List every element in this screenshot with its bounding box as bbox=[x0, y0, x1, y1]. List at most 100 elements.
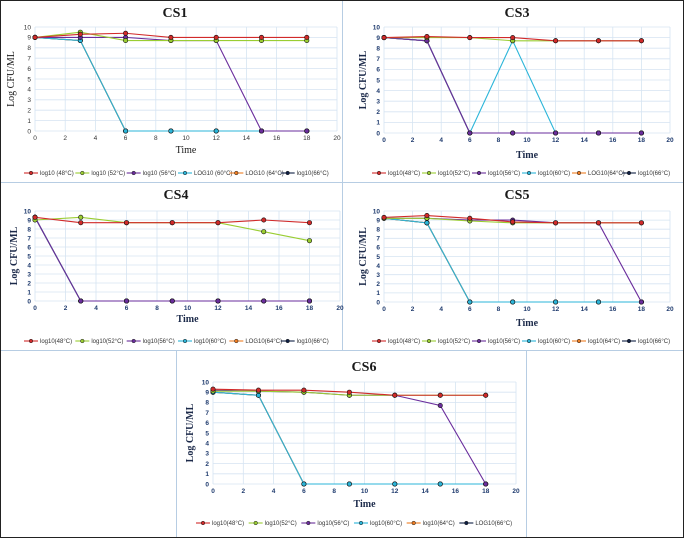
legend-swatch-marker bbox=[182, 338, 188, 344]
data-point bbox=[483, 392, 489, 398]
x-axis-label: Time bbox=[516, 318, 539, 329]
data-point bbox=[510, 299, 516, 305]
series-t56 bbox=[381, 35, 644, 136]
x-tick-label: 4 bbox=[94, 135, 98, 142]
x-axis-label: Time bbox=[176, 145, 197, 156]
x-tick-label: 12 bbox=[552, 137, 560, 144]
legend-swatch-marker bbox=[358, 520, 364, 526]
y-tick-label: 10 bbox=[24, 24, 32, 31]
series-line bbox=[212, 391, 486, 485]
y-tick-label: 2 bbox=[376, 281, 380, 288]
y-tick-label: 8 bbox=[376, 46, 380, 53]
legend-swatch-marker bbox=[28, 170, 34, 176]
legend-label: log10(56°C) bbox=[488, 171, 520, 177]
data-point bbox=[77, 31, 83, 37]
x-tick-label: 18 bbox=[638, 306, 646, 313]
data-point bbox=[483, 481, 489, 487]
legend-swatch-marker bbox=[576, 338, 582, 344]
data-point bbox=[510, 130, 516, 136]
x-axis-label: Time bbox=[353, 499, 376, 510]
x-tick-label: 4 bbox=[439, 306, 443, 313]
data-point bbox=[381, 214, 387, 220]
x-tick-label: 6 bbox=[125, 305, 129, 312]
data-point bbox=[424, 213, 430, 219]
gridlines bbox=[383, 210, 671, 303]
data-point bbox=[301, 387, 307, 393]
data-point bbox=[346, 481, 352, 487]
series-line bbox=[34, 217, 310, 302]
y-tick-label: 2 bbox=[27, 108, 31, 115]
x-tick-label: 10 bbox=[361, 488, 369, 495]
y-tick-label: 10 bbox=[373, 208, 381, 215]
legend-label: log10(60°C) bbox=[538, 339, 570, 345]
legend: log10(48°C) log10(52°C) log10(56°C) log10(6… bbox=[372, 338, 670, 345]
legend-item: log10(52°C) bbox=[75, 338, 123, 345]
data-point bbox=[213, 34, 219, 40]
divider-cs6-right bbox=[526, 351, 527, 537]
y-tick-label: 3 bbox=[205, 451, 209, 458]
series-t48 bbox=[32, 214, 312, 226]
series-line bbox=[212, 391, 486, 485]
legend-item: log10(56°C) bbox=[126, 338, 175, 345]
legend-label: log10(56°C) bbox=[143, 339, 175, 345]
legend-item: log10(66°C) bbox=[280, 338, 329, 345]
legend-label: log10(52°C) bbox=[91, 339, 123, 345]
y-axis-label: Log CFU/ML bbox=[6, 51, 17, 107]
y-tick-label: 0 bbox=[376, 299, 380, 306]
legend-item: log10(48°C) bbox=[372, 170, 420, 177]
y-tick-label: 3 bbox=[376, 99, 380, 106]
data-point bbox=[638, 38, 644, 44]
data-point bbox=[301, 481, 307, 487]
data-point bbox=[123, 30, 129, 36]
legend-swatch-marker bbox=[253, 520, 258, 526]
series-t48 bbox=[381, 213, 644, 226]
x-tick-label: 0 bbox=[382, 306, 386, 313]
data-point bbox=[304, 34, 310, 40]
data-point bbox=[261, 229, 267, 235]
legend-swatch-marker bbox=[376, 170, 382, 176]
x-tick-label: 12 bbox=[213, 135, 221, 142]
x-tick-label: 16 bbox=[452, 488, 460, 495]
legend-item: log10(66°C) bbox=[622, 338, 670, 345]
series-line bbox=[212, 389, 487, 485]
x-tick-label: 6 bbox=[124, 135, 128, 142]
series-line bbox=[383, 37, 642, 134]
data-point bbox=[467, 299, 473, 305]
legend-label: log10(64°C) bbox=[423, 521, 455, 527]
x-tick-label: 0 bbox=[33, 305, 37, 312]
x-tick-label: 2 bbox=[64, 305, 68, 312]
chart-title: CS4 bbox=[164, 188, 189, 203]
series-line bbox=[34, 217, 310, 302]
data-point bbox=[168, 128, 174, 134]
x-tick-label: 10 bbox=[184, 305, 192, 312]
legend-swatch-marker bbox=[526, 170, 532, 176]
legend-item: log10(64°C) bbox=[572, 338, 620, 345]
series-t64 bbox=[381, 35, 644, 136]
legend-label: log10(52°C) bbox=[438, 171, 470, 177]
y-tick-label: 4 bbox=[205, 441, 209, 448]
legend-label: log10(48°C) bbox=[388, 171, 420, 177]
data-point bbox=[78, 298, 84, 304]
y-tick-label: 5 bbox=[376, 254, 380, 261]
y-tick-label: 1 bbox=[376, 290, 380, 297]
data-point bbox=[553, 38, 559, 44]
x-tick-label: 18 bbox=[303, 135, 311, 142]
series-t64 bbox=[210, 389, 489, 487]
legend-label: log10(60°C) bbox=[370, 521, 402, 527]
series-t64 bbox=[32, 34, 310, 134]
legend-label: LOG10(64°C) bbox=[588, 171, 625, 177]
y-tick-label: 1 bbox=[376, 120, 380, 127]
data-point bbox=[553, 299, 559, 305]
data-point bbox=[437, 402, 443, 408]
data-point bbox=[381, 35, 387, 41]
x-tick-label: 6 bbox=[468, 306, 472, 313]
y-tick-label: 0 bbox=[27, 298, 31, 305]
legend-swatch-marker bbox=[234, 338, 239, 344]
data-point bbox=[467, 215, 473, 221]
x-tick-label: 14 bbox=[243, 135, 251, 142]
data-point bbox=[638, 299, 644, 305]
legend-item: log10(60°C) bbox=[522, 338, 570, 345]
